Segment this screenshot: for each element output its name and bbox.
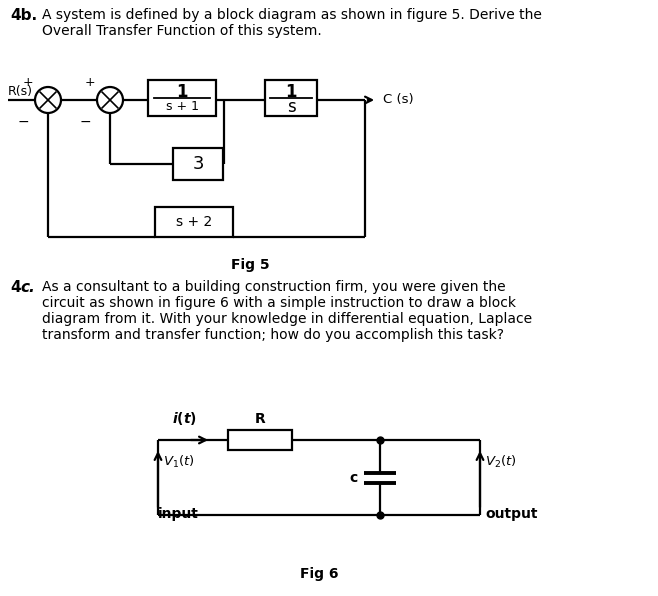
Text: c.: c. [20,280,35,295]
Text: s: s [287,98,295,116]
Text: 1: 1 [176,83,188,101]
Text: $\bfit{i}$$\bf{(}$$\bfit{t}$$\bf{)}$: $\bfit{i}$$\bf{(}$$\bfit{t}$$\bf{)}$ [172,410,197,427]
Text: +: + [23,76,34,89]
Text: s + 1: s + 1 [166,101,199,113]
Text: circuit as shown in figure 6 with a simple instruction to draw a block: circuit as shown in figure 6 with a simp… [42,296,516,310]
Text: −: − [17,115,29,129]
Text: transform and transfer function; how do you accomplish this task?: transform and transfer function; how do … [42,328,504,342]
Text: Fig 5: Fig 5 [231,258,269,272]
Text: $V_2(t)$: $V_2(t)$ [485,454,517,470]
Text: Overall Transfer Function of this system.: Overall Transfer Function of this system… [42,24,322,38]
Bar [228,430,292,450]
Text: 4: 4 [10,280,20,295]
Bar [148,80,216,116]
Text: R: R [255,412,265,426]
Text: diagram from it. With your knowledge in differential equation, Laplace: diagram from it. With your knowledge in … [42,312,532,326]
Text: input: input [158,507,199,521]
Text: 4b.: 4b. [10,8,37,23]
Text: C (s): C (s) [383,94,414,107]
Text: 1: 1 [286,83,297,101]
Text: As a consultant to a building construction firm, you were given the: As a consultant to a building constructi… [42,280,505,294]
Text: output: output [485,507,538,521]
Text: Fig 6: Fig 6 [300,567,338,581]
Text: 3: 3 [192,155,204,173]
Text: −: − [80,115,91,129]
Bar [173,148,223,180]
Bar [155,207,233,237]
Text: R(s): R(s) [8,85,33,98]
Text: A system is defined by a block diagram as shown in figure 5. Derive the: A system is defined by a block diagram a… [42,8,542,22]
Text: +: + [85,76,95,89]
Text: s + 2: s + 2 [176,215,212,229]
Text: $V_1(t)$: $V_1(t)$ [163,454,195,470]
Text: c: c [350,470,358,485]
Bar [265,80,317,116]
